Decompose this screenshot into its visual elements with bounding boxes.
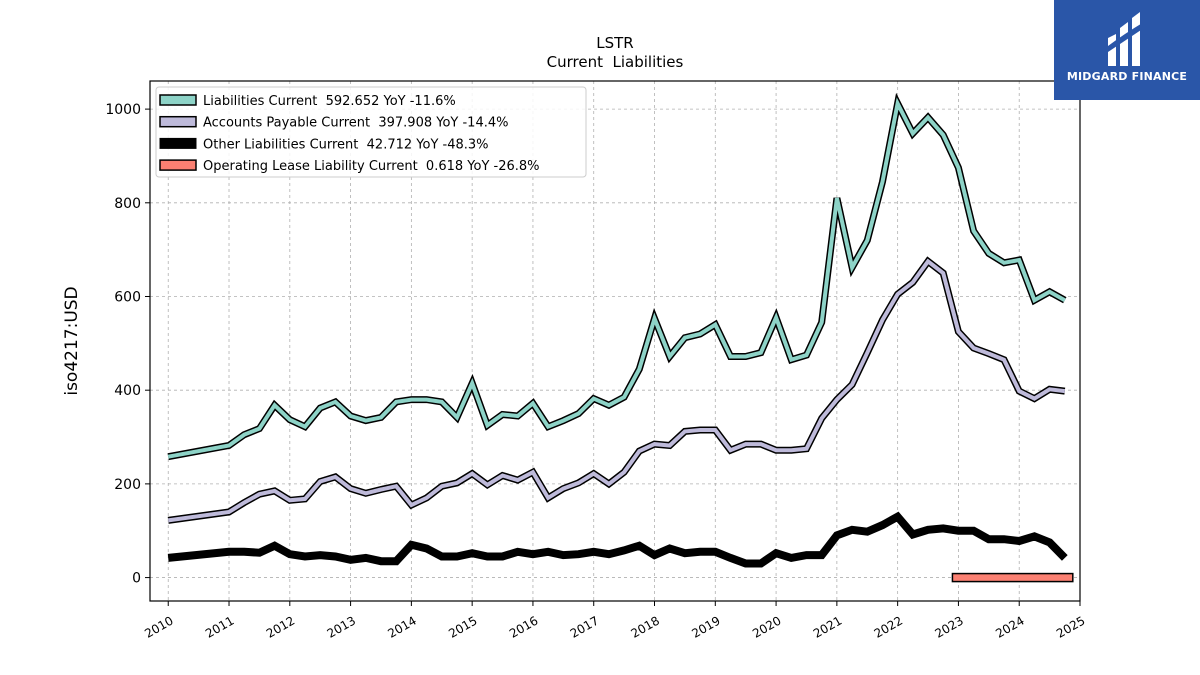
x-tick-label: 2016 [507, 613, 540, 640]
y-tick-label: 1000 [105, 102, 141, 118]
legend-label: Other Liabilities Current 42.712 YoY -48… [203, 137, 489, 152]
chart-subtitle: Current Liabilities [547, 53, 684, 71]
y-tick-label: 400 [114, 383, 141, 399]
legend-swatch [159, 115, 197, 128]
x-tick-label: 2020 [750, 613, 783, 640]
x-tick-label: 2018 [629, 613, 662, 640]
legend-swatch [159, 94, 197, 106]
legend-label: Accounts Payable Current 397.908 YoY -14… [203, 116, 508, 131]
x-tick-label: 2011 [203, 613, 236, 640]
legend-item: Liabilities Current 592.652 YoY -11.6% [159, 94, 456, 109]
x-tick-label: 2023 [932, 613, 965, 640]
x-tick-label: 2019 [689, 613, 722, 640]
legend-item: Accounts Payable Current 397.908 YoY -14… [159, 115, 508, 131]
y-tick-label: 200 [114, 477, 141, 493]
series-4 [951, 572, 1074, 583]
legend-item: Operating Lease Liability Current 0.618 … [159, 159, 540, 174]
plot-frame [149, 80, 1081, 602]
x-tick-label: 2025 [1054, 613, 1087, 640]
legend-label: Operating Lease Liability Current 0.618 … [203, 159, 540, 174]
legend-label: Liabilities Current 592.652 YoY -11.6% [203, 94, 456, 109]
logo-mark-icon [1108, 12, 1144, 66]
x-tick-label: 2015 [446, 613, 479, 640]
midgard-finance-logo: MIDGARD FINANCE [1054, 0, 1200, 100]
x-tick-label: 2012 [264, 613, 297, 640]
logo-text: MIDGARD FINANCE [1066, 70, 1188, 83]
series-line [167, 258, 1066, 523]
series-3 [167, 511, 1068, 568]
y-tick-label: 600 [114, 289, 141, 305]
y-tick-label: 800 [114, 196, 141, 212]
x-tick-label: 2014 [385, 613, 418, 640]
series-2 [167, 256, 1066, 524]
legend-item: Other Liabilities Current 42.712 YoY -48… [159, 137, 489, 152]
chart-title: LSTR [596, 34, 633, 52]
legend-box [155, 86, 587, 178]
legend: Liabilities Current 592.652 YoY -11.6% Ac… [155, 86, 587, 178]
series-line-operating-lease [951, 572, 1074, 583]
y-tick-label: 0 [132, 571, 141, 587]
series-line-outline [167, 256, 1066, 524]
legend-swatch [159, 159, 197, 171]
y-axis-label: iso4217:USD [62, 286, 82, 395]
x-tick-label: 2013 [325, 613, 358, 640]
series-1 [167, 92, 1067, 461]
series-line [167, 97, 1066, 459]
x-tick-label: 2024 [993, 613, 1026, 640]
series-line-other-liabilities [167, 511, 1068, 568]
x-tick-label: 2017 [568, 613, 601, 640]
x-tick-label: 2021 [811, 613, 844, 640]
legend-swatch [159, 137, 197, 149]
x-tick-label: 2010 [142, 613, 175, 640]
x-tick-label: 2022 [872, 613, 905, 640]
